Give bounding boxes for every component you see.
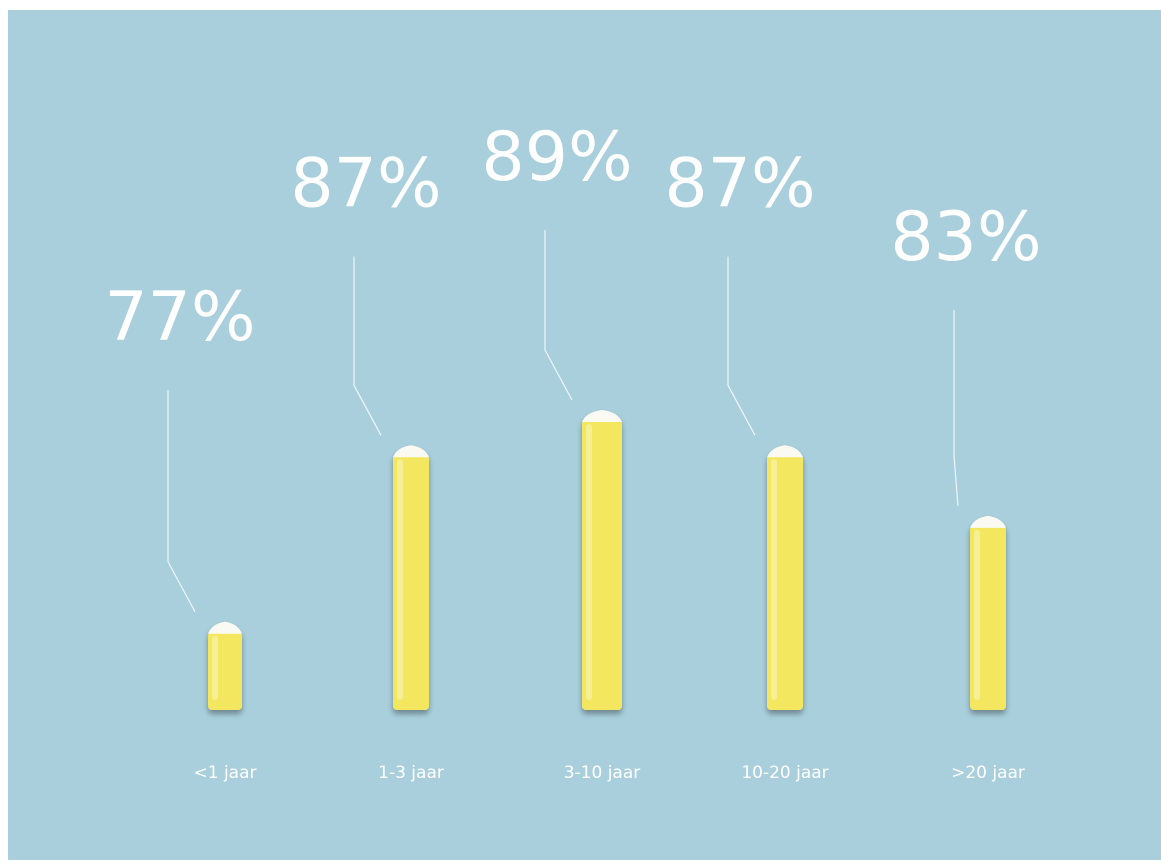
value-label: 87% bbox=[290, 145, 441, 224]
leader-line bbox=[544, 230, 573, 401]
value-label: 77% bbox=[104, 278, 255, 357]
chalk-bar bbox=[208, 621, 242, 710]
category-label: 10-20 jaar bbox=[741, 763, 828, 783]
leader-line bbox=[167, 390, 196, 613]
category-label: >20 jaar bbox=[951, 763, 1025, 783]
value-label: 83% bbox=[890, 198, 1041, 277]
value-label: 87% bbox=[664, 145, 815, 224]
leader-line bbox=[953, 310, 959, 506]
chalk-bar bbox=[767, 445, 803, 710]
bar-chart: 77% <1 jaar 87% 1-3 jaar 89% 3-10 jaar 87% 10-2… bbox=[104, 118, 1041, 783]
chalk-bar bbox=[582, 410, 622, 710]
category-label: 3-10 jaar bbox=[564, 763, 641, 783]
value-label: 89% bbox=[481, 118, 632, 197]
leader-line bbox=[353, 256, 382, 436]
category-label: <1 jaar bbox=[193, 763, 256, 783]
chart-panel: 77% <1 jaar 87% 1-3 jaar 89% 3-10 jaar 87% 10-2… bbox=[8, 10, 1161, 860]
leader-line bbox=[727, 256, 756, 436]
category-label: 1-3 jaar bbox=[378, 763, 444, 783]
chalk-bar bbox=[970, 515, 1006, 710]
chalk-bar bbox=[393, 445, 429, 710]
